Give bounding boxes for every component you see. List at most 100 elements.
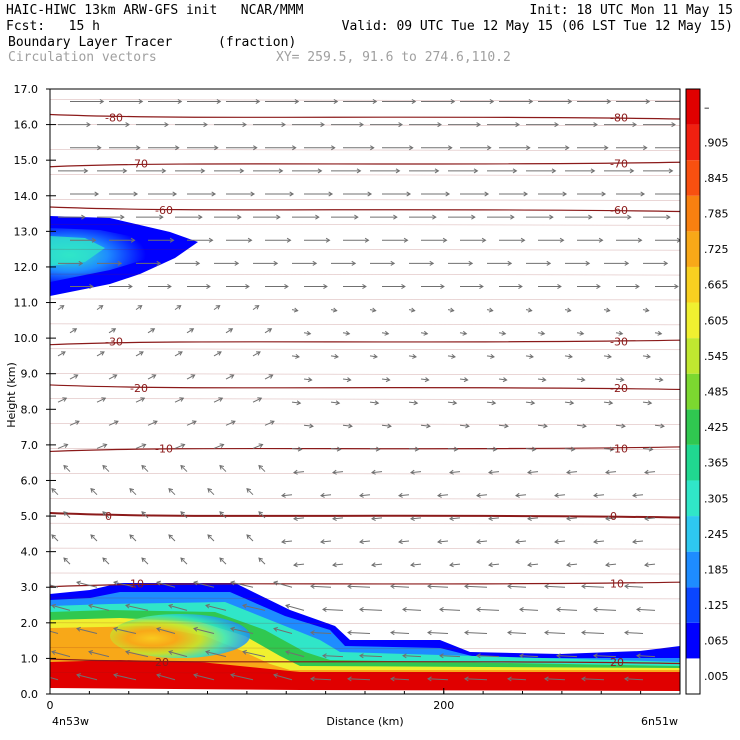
wind-vector xyxy=(498,378,507,381)
wind-vector-head xyxy=(644,516,649,522)
wind-vector-head xyxy=(409,145,414,151)
wind-vector-head xyxy=(464,583,469,589)
wind-vector xyxy=(420,378,429,381)
wind-vector xyxy=(554,494,566,497)
wind-vector xyxy=(51,488,59,496)
header-valid-time: Valid: 09 UTC Tue 12 May 15 (06 LST Tue … xyxy=(341,19,733,34)
contour-label: -80 xyxy=(610,111,628,124)
wind-vector-head xyxy=(51,488,57,493)
wind-vector-head xyxy=(255,98,261,104)
wind-vector-head xyxy=(242,122,247,128)
wind-vector-head xyxy=(565,145,570,151)
wind-vector xyxy=(76,628,98,634)
wind-vector xyxy=(342,378,351,381)
colorbar-label: .485 xyxy=(704,386,729,399)
contour-minor xyxy=(50,622,680,625)
y-tick-label: 4.0 xyxy=(21,546,39,559)
wind-vector-head xyxy=(206,284,211,290)
y-tick-label: 7.0 xyxy=(21,439,39,452)
wind-vector-head xyxy=(125,649,130,655)
header-forecast-hour: Fcst: 15 h xyxy=(6,19,100,34)
wind-vector xyxy=(410,471,422,474)
wind-vector xyxy=(447,401,457,404)
wind-vector-head xyxy=(476,653,481,659)
contour-label: 20 xyxy=(155,656,169,669)
wind-vector-head xyxy=(293,562,298,568)
wind-vector-head xyxy=(179,397,185,402)
wind-vector xyxy=(96,443,107,449)
wind-vector-head xyxy=(359,607,364,612)
wind-vector xyxy=(564,401,574,404)
wind-vector xyxy=(593,540,605,543)
wind-vector xyxy=(129,488,137,496)
wind-vector-head xyxy=(410,307,416,313)
wind-vector-head xyxy=(359,492,364,498)
contour-minor xyxy=(50,473,680,475)
y-axis-ticks: 0.0 1.0 2.0 3.0 4.0 5.0 6.0 7.0 8.0 9.0 10.0 11.0 12… xyxy=(14,83,56,701)
wind-vector-head xyxy=(398,539,403,545)
wind-vector-head xyxy=(362,284,367,290)
wind-vector-head xyxy=(246,534,252,539)
wind-vector xyxy=(168,488,176,496)
wind-vector-head xyxy=(581,583,586,589)
wind-vector xyxy=(258,557,266,565)
wind-vector-head xyxy=(632,492,637,498)
wind-vector-head xyxy=(297,446,303,452)
contour-minor xyxy=(50,323,680,326)
wind-vector xyxy=(615,378,624,381)
wind-vector xyxy=(654,332,662,335)
wind-vector-head xyxy=(562,191,568,197)
wind-vector-head xyxy=(658,377,664,383)
wind-vector-head xyxy=(636,653,641,659)
wind-vector-head xyxy=(141,557,147,563)
wind-vector xyxy=(476,608,500,611)
wind-vector-head xyxy=(429,260,435,266)
wind-vector-head xyxy=(364,237,370,243)
contour-line xyxy=(50,113,680,120)
wind-vector xyxy=(63,511,71,519)
wind-vector-head xyxy=(580,377,586,383)
wind-vector xyxy=(193,674,215,681)
wind-vector-head xyxy=(60,351,66,356)
wind-vector xyxy=(174,397,184,403)
wind-vector xyxy=(486,355,495,358)
wind-vector xyxy=(449,471,461,474)
wind-vector xyxy=(420,332,428,335)
wind-vector xyxy=(252,397,262,403)
wind-vector-head xyxy=(347,676,352,682)
contour-minor xyxy=(50,572,680,575)
contour-minor xyxy=(50,522,680,525)
wind-vector-head xyxy=(112,374,118,379)
wind-vector xyxy=(69,374,78,380)
wind-vector-head xyxy=(471,214,476,220)
wind-vector-head xyxy=(490,353,495,359)
wind-vector-head xyxy=(122,168,128,174)
wind-vector-head xyxy=(488,307,494,313)
wind-vector-head xyxy=(273,580,278,586)
wind-vector xyxy=(576,378,585,381)
wind-vector-head xyxy=(384,330,390,336)
wind-vector xyxy=(258,511,266,519)
wind-vector-head xyxy=(228,328,234,333)
wind-vector xyxy=(88,604,110,611)
y-tick-label: 17.0 xyxy=(14,83,39,96)
colorbar-label: .545 xyxy=(704,350,729,363)
anvil-tracer-inner xyxy=(50,236,105,266)
colorbar-swatch xyxy=(686,266,700,303)
wind-vector-head xyxy=(164,122,169,128)
wind-vector-head xyxy=(76,580,81,586)
wind-vector xyxy=(230,674,254,681)
header-init-time: Init: 18 UTC Mon 11 May 15 xyxy=(529,3,734,18)
wind-vector-head xyxy=(624,630,629,636)
wind-vector xyxy=(186,374,195,380)
wind-vector-head xyxy=(437,492,442,498)
wind-vector xyxy=(90,534,98,542)
wind-vector-head xyxy=(63,511,69,516)
wind-vector-head xyxy=(387,423,392,429)
colorbar-swatch xyxy=(686,160,700,196)
wind-vector xyxy=(230,581,254,588)
wind-vector xyxy=(544,585,566,588)
wind-vector-head xyxy=(246,488,252,493)
wind-vector-head xyxy=(402,653,407,659)
wind-vector-head xyxy=(432,214,437,220)
